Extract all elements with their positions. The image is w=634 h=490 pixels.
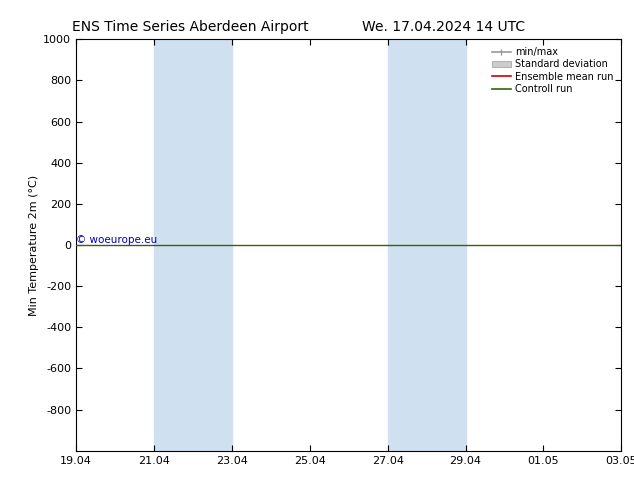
Text: ENS Time Series Aberdeen Airport: ENS Time Series Aberdeen Airport (72, 20, 309, 34)
Text: We. 17.04.2024 14 UTC: We. 17.04.2024 14 UTC (362, 20, 526, 34)
Legend: min/max, Standard deviation, Ensemble mean run, Controll run: min/max, Standard deviation, Ensemble me… (489, 44, 616, 97)
Text: © woeurope.eu: © woeurope.eu (77, 235, 158, 245)
Bar (154, 39, 232, 451)
Bar (387, 39, 465, 451)
Y-axis label: Min Temperature 2m (°C): Min Temperature 2m (°C) (29, 174, 39, 316)
